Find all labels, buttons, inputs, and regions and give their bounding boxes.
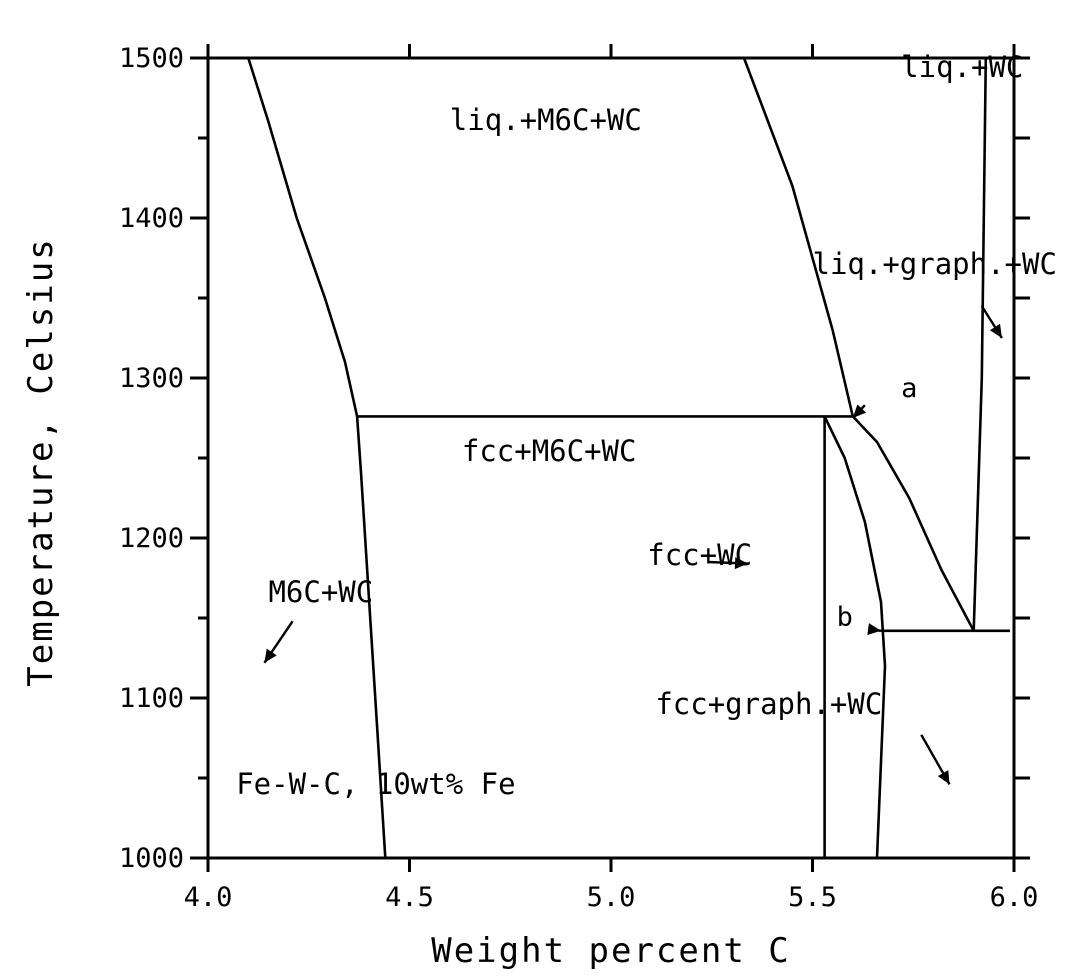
axis-ticks: [190, 44, 1030, 872]
annotation-arrow: [707, 557, 749, 570]
region-label: liq.+graph.+WC: [813, 247, 1057, 281]
region-label: fcc+M6C+WC: [462, 434, 637, 468]
x-tick-label: 4.0: [184, 882, 233, 913]
y-tick-label: 1000: [119, 843, 184, 874]
region-label: fcc+WC: [647, 538, 752, 572]
x-tick-labels: 4.0 4.5 5.0 5.5 6.0: [184, 882, 1039, 913]
region-label: M6C+WC: [268, 575, 373, 609]
x-axis-title: Weight percent C: [431, 931, 791, 971]
annotation-arrow: [263, 620, 294, 664]
y-tick-label: 1400: [119, 203, 184, 234]
region-label: a: [901, 373, 917, 404]
region-label: b: [837, 602, 853, 633]
annotation-arrows: [263, 305, 1003, 785]
y-tick-label: 1100: [119, 683, 184, 714]
y-tick-labels: 1000 1100 1200 1300 1400 1500: [119, 43, 184, 874]
phase-boundary-line: [851, 415, 975, 632]
x-tick-label: 6.0: [990, 882, 1039, 913]
annotation-arrow: [980, 305, 1003, 339]
region-label: liq.+M6C+WC: [450, 103, 642, 137]
phase-boundary-line: [355, 416, 387, 859]
annotation-arrow: [851, 404, 867, 419]
x-tick-label: 5.5: [788, 882, 837, 913]
phase-boundary-line: [972, 57, 988, 631]
region-label: fcc+graph.+WC: [655, 687, 882, 721]
y-tick-label: 1500: [119, 43, 184, 74]
phase-boundary-line: [823, 415, 887, 859]
phase-boundaries: [208, 56, 1010, 859]
annotation-arrow: [920, 734, 951, 785]
y-axis-title: Temperature, Celsius: [21, 237, 61, 686]
phase-boundary-line: [247, 57, 359, 417]
phase-boundary-line: [742, 57, 855, 417]
region-labels: liq.+M6C+WC liq.+WC liq.+graph.+WC fcc+M6C+…: [236, 50, 1057, 801]
region-label: Fe-W-C, 10wt% Fe: [236, 767, 515, 801]
annotation-arrow: [867, 623, 882, 636]
region-label: liq.+WC: [901, 50, 1023, 84]
x-tick-label: 5.0: [587, 882, 636, 913]
y-tick-label: 1200: [119, 523, 184, 554]
x-tick-label: 4.5: [385, 882, 434, 913]
y-tick-label: 1300: [119, 363, 184, 394]
